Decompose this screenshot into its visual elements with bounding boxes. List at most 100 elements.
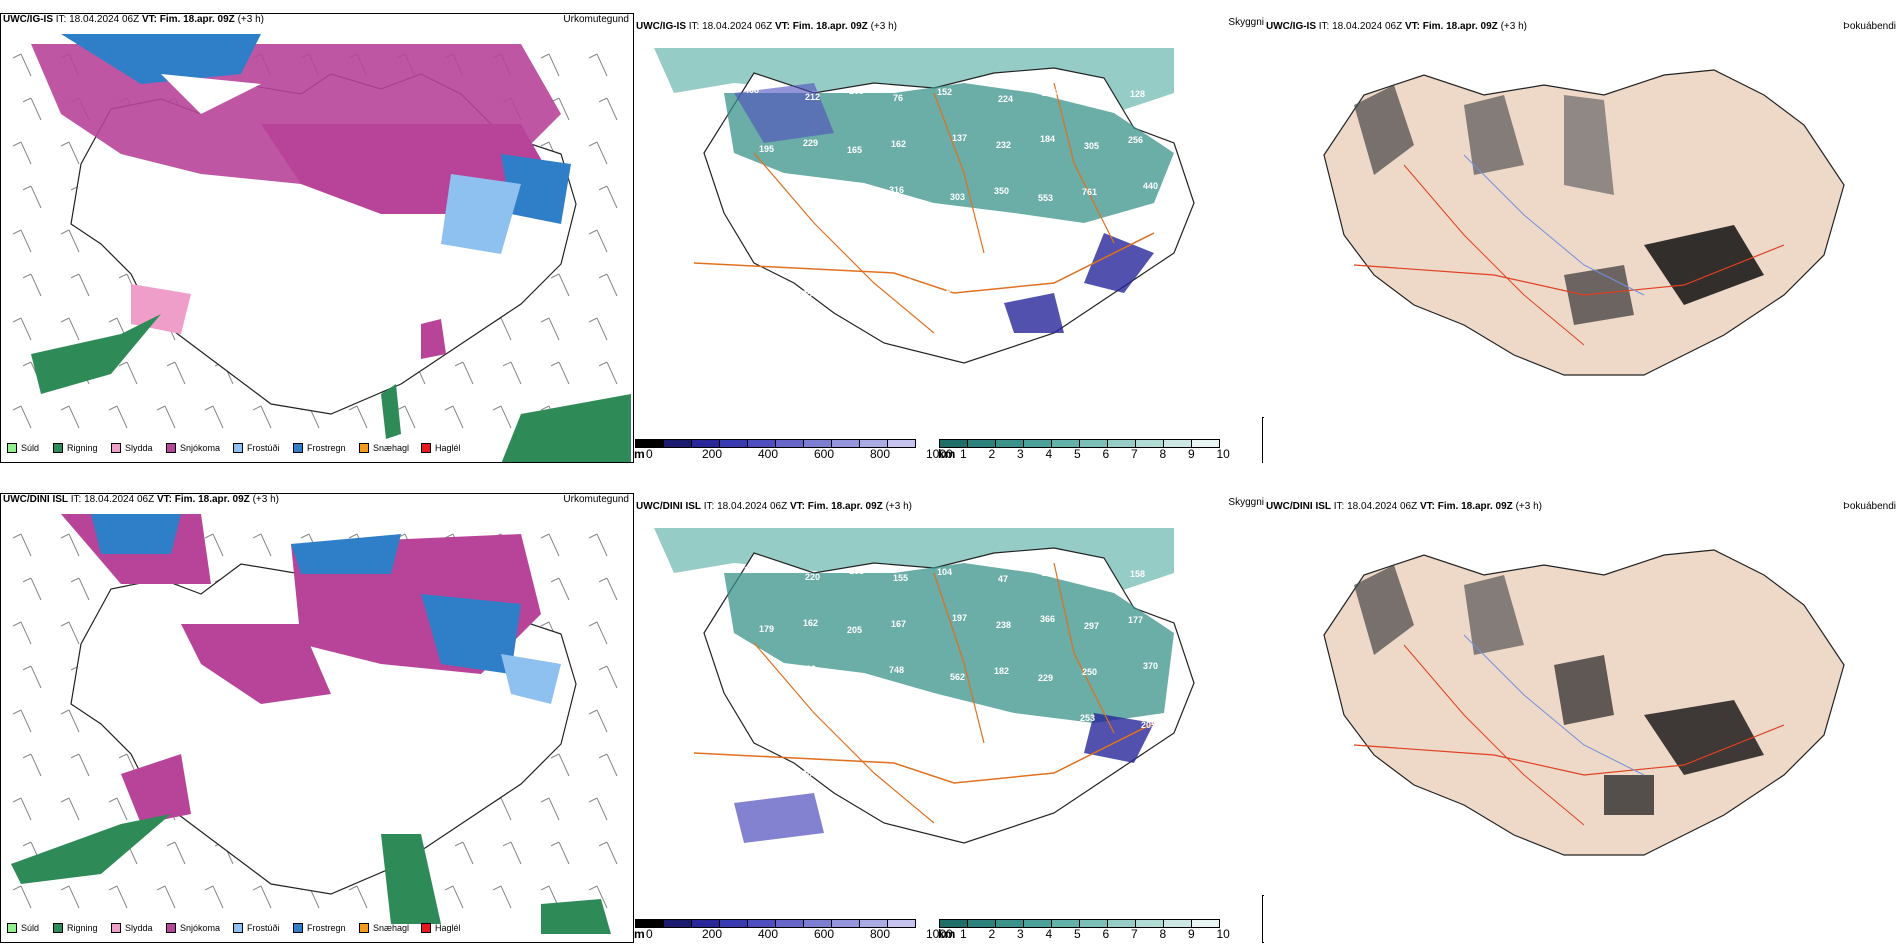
ceiling-value-label: 440: [1143, 181, 1158, 191]
wind-barb: [12, 797, 32, 821]
wind-barb: [540, 533, 560, 557]
ceiling-value-label: 153: [744, 565, 759, 575]
colorbar-unit: m: [634, 927, 645, 941]
fog-legend: 0 60: [1262, 417, 1264, 463]
legend-label: Súld: [21, 923, 40, 933]
ceiling-value-label: 433: [904, 231, 919, 241]
ceiling-value-label: 229: [803, 138, 818, 148]
ceiling-value-label: 182: [994, 666, 1009, 676]
wind-barb: [588, 885, 608, 909]
ceiling-value-label: 265: [1042, 88, 1057, 98]
ceiling-value-label: 256: [1128, 135, 1143, 145]
ceiling-value-label: 137: [952, 133, 967, 143]
ceiling-value-label: 162: [803, 618, 818, 628]
fog-map-top: [1323, 69, 1845, 376]
ceiling-value-label: 26: [946, 284, 956, 294]
ceiling-value-label: 184: [1040, 134, 1055, 144]
wind-barb: [550, 841, 570, 865]
ceiling-value-label: 152: [937, 87, 952, 97]
wind-barb: [502, 841, 522, 865]
visibility-panel-top: UWC/IG-IS IT: 18.04.2024 06Z VT: Fim. 18…: [634, 13, 1264, 463]
panel-title: UWC/DINI ISL IT: 18.04.2024 06Z VT: Fim.…: [1266, 501, 1542, 512]
wind-barb: [22, 97, 42, 121]
wind-barb: [588, 621, 608, 645]
ceiling-labels: 153 220 158 155 104 47 23 24 158 179 162 205 167 197 2…: [744, 565, 1158, 779]
wind-barb: [550, 577, 570, 601]
ceiling-value-label: 140: [841, 763, 856, 773]
ceiling-value-label: 331: [799, 710, 814, 720]
ceiling-value-label: 303: [950, 192, 965, 202]
panel-label: Úrkomutegund: [563, 494, 629, 505]
colorbar-segment: [663, 439, 692, 448]
visibility-map-bottom: 153 220 158 155 104 47 23 24 158 179 162 205 167 197 2…: [654, 528, 1195, 844]
ceiling-value-label: 167: [891, 619, 906, 629]
wind-barb: [492, 405, 512, 429]
wind-barb: [502, 361, 522, 385]
ceiling-value-label: 155: [893, 573, 908, 583]
ceiling-value-label: 76: [893, 93, 903, 103]
ceiling-value-label: 316: [889, 185, 904, 195]
ceiling-value-label: 128: [1130, 89, 1145, 99]
wind-barb: [12, 317, 32, 341]
visibility-panel-bottom: UWC/DINI ISL IT: 18.04.2024 06Z VT: Fim.…: [634, 493, 1264, 943]
wind-barb: [204, 885, 224, 909]
wind-barb: [252, 533, 272, 557]
legend-label: Frostregn: [307, 443, 346, 453]
wind-barb: [588, 229, 608, 253]
legend-label: Frostúði: [247, 923, 280, 933]
ceiling-value-label: 120: [845, 191, 860, 201]
wind-barb: [22, 753, 42, 777]
colorbar-tick: 1000: [926, 447, 953, 461]
wind-barb: [108, 405, 128, 429]
wind-barb: [60, 533, 80, 557]
colorbar-tick: 3: [1017, 927, 1024, 941]
wind-barb: [588, 533, 608, 557]
colorbar-tick: 10: [1216, 927, 1230, 941]
wind-barb: [12, 621, 32, 645]
legend-label: Rigning: [67, 923, 98, 933]
ceiling-value-label: 23: [1042, 568, 1052, 578]
wind-barb: [12, 141, 32, 165]
ceiling-value-label: 305: [1084, 141, 1099, 151]
colorbar-tick: 2: [988, 447, 996, 461]
ceiling-value-label: 332: [801, 664, 816, 674]
ceiling-value-label: 250: [1082, 667, 1097, 677]
wind-barb: [204, 405, 224, 429]
wind-barb: [550, 361, 570, 385]
ceiling-colorbar: m 0 200 400 600 800 1000: [634, 437, 953, 461]
wind-barb: [156, 405, 176, 429]
wind-barb: [252, 885, 272, 909]
wind-barb: [60, 797, 80, 821]
wind-barb: [598, 97, 618, 121]
wind-barb: [444, 885, 464, 909]
wind-barb: [550, 753, 570, 777]
colorbar-tick: 800: [870, 447, 891, 461]
fog-panel-bottom: UWC/DINI ISL IT: 18.04.2024 06Z VT: Fim.…: [1264, 493, 1900, 943]
wind-barb: [60, 229, 80, 253]
ceiling-value-label: 209: [849, 86, 864, 96]
panel-title: UWC/DINI ISL IT: 18.04.2024 06Z VT: Fim.…: [636, 501, 912, 512]
ceiling-value-label: 748: [889, 665, 904, 675]
colorbar-tick: 1000: [926, 927, 953, 941]
colorbar-tick: 1: [960, 447, 967, 461]
panel-label: Þokuábendi: [1843, 21, 1896, 32]
wind-barb: [598, 361, 618, 385]
wind-barb: [60, 621, 80, 645]
ceiling-value-label: 553: [1038, 193, 1053, 203]
legend-label: Snæhagl: [373, 923, 410, 933]
legend-label: Snæhagl: [373, 443, 410, 453]
ceiling-value-label: 197: [952, 613, 967, 623]
ceiling-value-label: 251: [948, 718, 963, 728]
ceiling-value-label: 348: [1080, 233, 1095, 243]
colorbar-tick: 4: [1045, 447, 1053, 461]
colorbar-tick: 600: [814, 447, 835, 461]
ceiling-value-label: 24: [1086, 575, 1096, 585]
ceiling-value-label: 162: [891, 139, 906, 149]
colorbar-segment: [831, 919, 860, 928]
ceiling-value-label: 177: [1128, 615, 1143, 625]
ceiling-value-label: 47: [998, 574, 1008, 584]
wind-barb: [22, 665, 42, 689]
fog-legend: 0 60: [1262, 895, 1264, 943]
wind-barb: [348, 405, 368, 429]
wind-barb: [454, 841, 474, 865]
